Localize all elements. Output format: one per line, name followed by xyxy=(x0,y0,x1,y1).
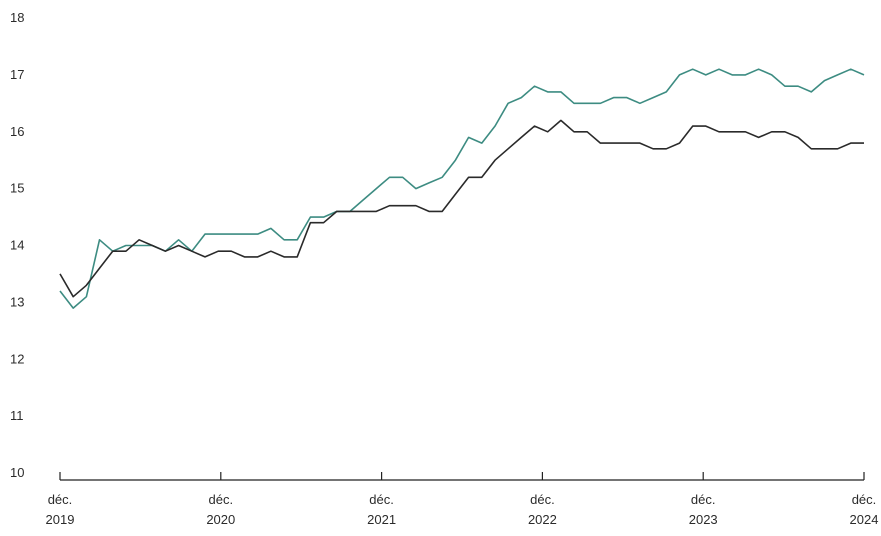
y-tick-label: 18 xyxy=(10,10,24,25)
y-tick-label: 14 xyxy=(10,238,24,253)
series-line-2 xyxy=(59,119,864,298)
x-tick-label-year: 2020 xyxy=(206,512,235,527)
x-tick-label-year: 2024 xyxy=(850,512,879,527)
x-axis: déc. 2019 déc. 2020 déc. 2021 déc. 2022 déc. 2023… xyxy=(46,472,879,527)
y-tick-label: 12 xyxy=(10,351,24,366)
y-tick-label: 15 xyxy=(10,181,24,196)
x-tick-label-month: déc. xyxy=(852,492,877,507)
x-tick-label-month: déc. xyxy=(369,492,394,507)
x-tick-label-month: déc. xyxy=(209,492,234,507)
series-line-1 xyxy=(59,68,865,309)
y-tick-label: 10 xyxy=(10,465,24,480)
x-tick-label-year: 2019 xyxy=(46,512,75,527)
x-tick-label-month: déc. xyxy=(48,492,73,507)
y-axis-tick-labels: 10 11 12 13 14 15 16 17 18 xyxy=(10,10,24,480)
y-tick-label: 16 xyxy=(10,124,24,139)
series-lines xyxy=(59,68,865,309)
x-tick-label-year: 2022 xyxy=(528,512,557,527)
y-tick-label: 13 xyxy=(10,294,24,309)
x-tick-label-year: 2023 xyxy=(689,512,718,527)
x-tick-label-month: déc. xyxy=(691,492,716,507)
x-tick-label-year: 2021 xyxy=(367,512,396,527)
y-tick-label: 17 xyxy=(10,67,24,82)
y-tick-label: 11 xyxy=(10,408,24,423)
x-tick-label-month: déc. xyxy=(530,492,555,507)
